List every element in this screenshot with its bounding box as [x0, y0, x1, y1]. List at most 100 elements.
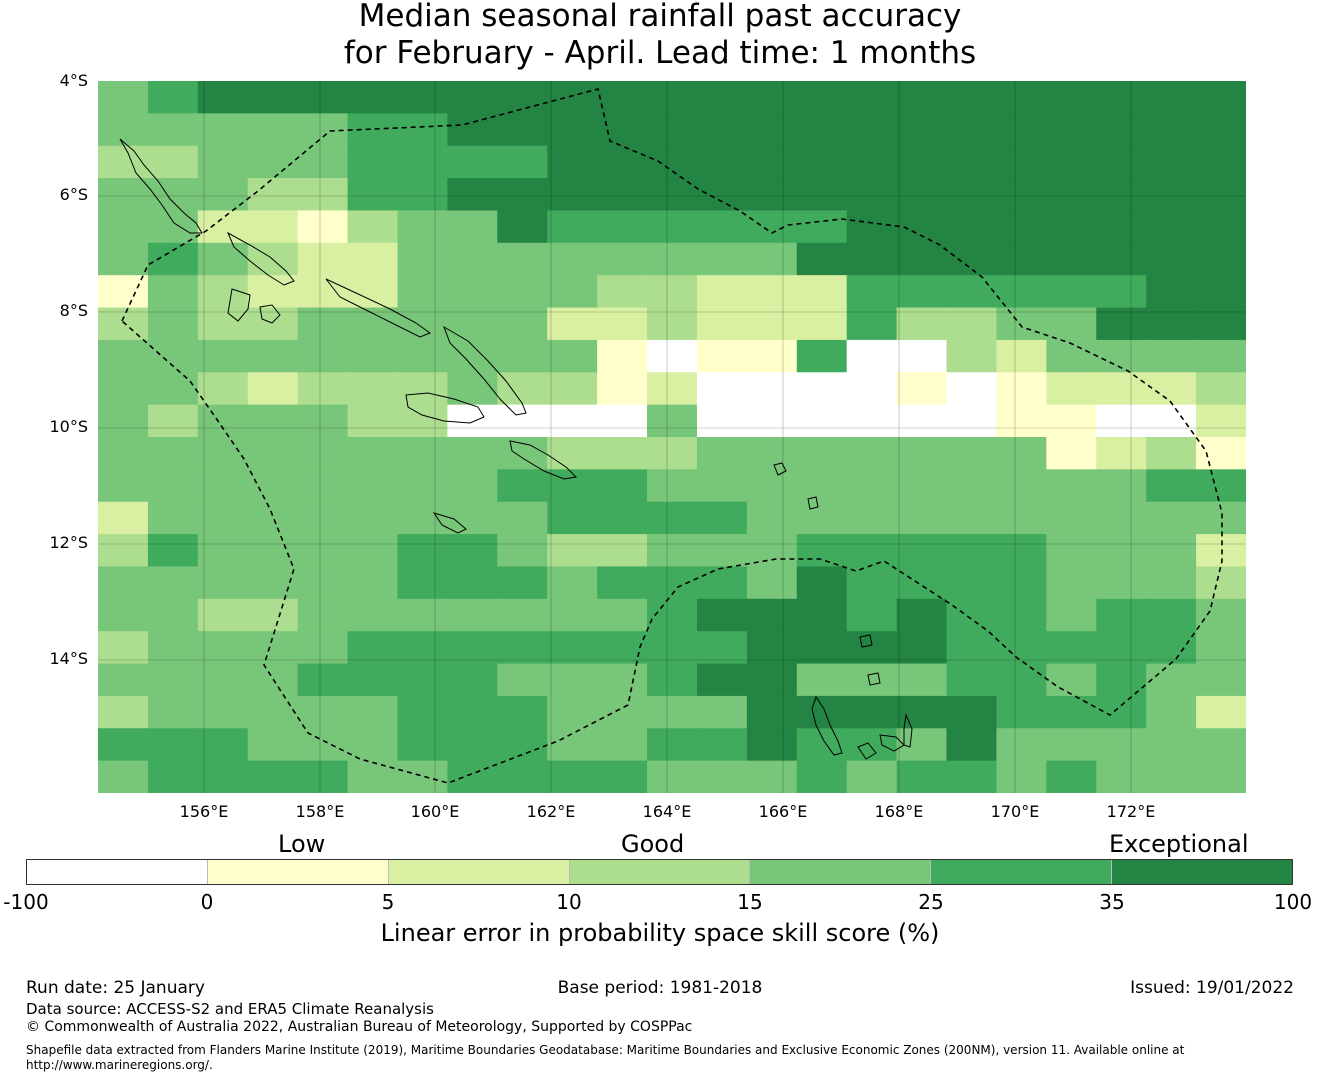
grid-cell	[197, 566, 249, 600]
grid-cell	[547, 178, 598, 212]
grid-cell	[497, 372, 548, 406]
grid-cell	[1196, 437, 1246, 470]
grid-cell	[447, 598, 498, 632]
grid-cell	[247, 145, 299, 179]
grid-cell	[1196, 113, 1246, 147]
grid-cell	[946, 81, 998, 114]
grid-cell	[197, 760, 249, 793]
grid-cell	[846, 81, 898, 114]
map-canvas	[98, 81, 1246, 793]
grid-cell	[996, 631, 1047, 665]
grid-cell	[247, 81, 299, 114]
island-torres	[807, 496, 819, 510]
grid-cell	[547, 113, 598, 147]
grid-cell	[98, 145, 149, 179]
grid-cell	[746, 404, 798, 438]
grid-cell	[347, 598, 399, 632]
grid-cell	[147, 728, 199, 762]
grid-cell	[896, 81, 948, 114]
grid-cell	[1146, 81, 1197, 114]
grid-cell	[397, 339, 448, 373]
grid-cell	[147, 437, 199, 470]
grid-cell	[98, 372, 149, 406]
legend-category-good: Good	[621, 830, 685, 858]
grid-cell	[597, 145, 648, 179]
grid-cell	[746, 275, 798, 309]
grid-cell	[247, 631, 299, 665]
grid-cell	[647, 113, 698, 147]
grid-cell	[696, 469, 748, 503]
grid-cell	[397, 598, 448, 632]
grid-cell	[197, 307, 249, 341]
grid-cell	[796, 81, 848, 114]
grid-cell	[846, 631, 898, 665]
skill-grid	[98, 81, 1246, 793]
grid-cell	[547, 81, 598, 114]
lon-label-164e: 164°E	[642, 802, 692, 821]
grid-cell	[696, 81, 748, 114]
grid-cell	[197, 210, 249, 244]
grid-cell	[447, 210, 498, 244]
colorbar-title: Linear error in probability space skill …	[380, 919, 940, 947]
grid-cell	[1096, 307, 1147, 341]
grid-cell	[197, 113, 249, 147]
grid-cell	[796, 760, 848, 793]
grid-cell	[447, 145, 498, 179]
island-gaua	[867, 672, 881, 686]
grid-cell	[98, 178, 149, 212]
grid-cell	[98, 469, 149, 503]
grid-cell	[647, 631, 698, 665]
grid-cell	[447, 307, 498, 341]
grid-cell	[247, 469, 299, 503]
grid-cell	[297, 695, 349, 729]
grid-cell	[247, 566, 299, 600]
grid-cell	[846, 534, 898, 568]
grid-cell	[347, 469, 399, 503]
grid-cell	[447, 760, 498, 793]
grid-cell	[597, 307, 648, 341]
island-santa-cruz	[773, 462, 787, 476]
eez-solomon-islands	[121, 88, 1223, 784]
grid-cell	[147, 178, 199, 212]
grid-cell	[1146, 663, 1197, 697]
grid-cell	[946, 469, 998, 503]
lat-label-4s: 4°S	[59, 71, 88, 90]
grid-cell	[846, 566, 898, 600]
grid-cell	[447, 695, 498, 729]
grid-cell	[597, 566, 648, 600]
grid-cell	[147, 242, 199, 276]
grid-cell	[696, 437, 748, 470]
grid-cell	[796, 631, 848, 665]
grid-cell	[247, 695, 299, 729]
grid-cell	[946, 631, 998, 665]
grid-cell	[197, 81, 249, 114]
grid-cell	[497, 760, 548, 793]
grid-cell	[896, 566, 948, 600]
grid-cell	[1146, 242, 1197, 276]
grid-cell	[696, 534, 748, 568]
grid-cell	[147, 760, 199, 793]
grid-cell	[946, 728, 998, 762]
grid-cell	[1046, 275, 1097, 309]
grid-cell	[347, 242, 399, 276]
grid-cell	[247, 210, 299, 244]
island-choiseul	[226, 231, 295, 286]
grid-cell	[347, 437, 399, 470]
grid-cell	[497, 566, 548, 600]
grid-cell	[896, 307, 948, 341]
grid-cell	[996, 339, 1047, 373]
grid-cell	[1046, 178, 1097, 212]
grid-cell	[597, 501, 648, 535]
grid-cell	[297, 404, 349, 438]
grid-cell	[197, 501, 249, 535]
grid-cell	[1096, 663, 1147, 697]
lat-label-6s: 6°S	[59, 185, 88, 204]
grid-cell	[1046, 437, 1097, 470]
grid-cell	[547, 242, 598, 276]
grid-cell	[497, 534, 548, 568]
grid-cell	[1146, 566, 1197, 600]
grid-cell	[197, 242, 249, 276]
grid-cell	[197, 404, 249, 438]
lon-label-166e: 166°E	[758, 802, 808, 821]
grid-cell	[796, 501, 848, 535]
